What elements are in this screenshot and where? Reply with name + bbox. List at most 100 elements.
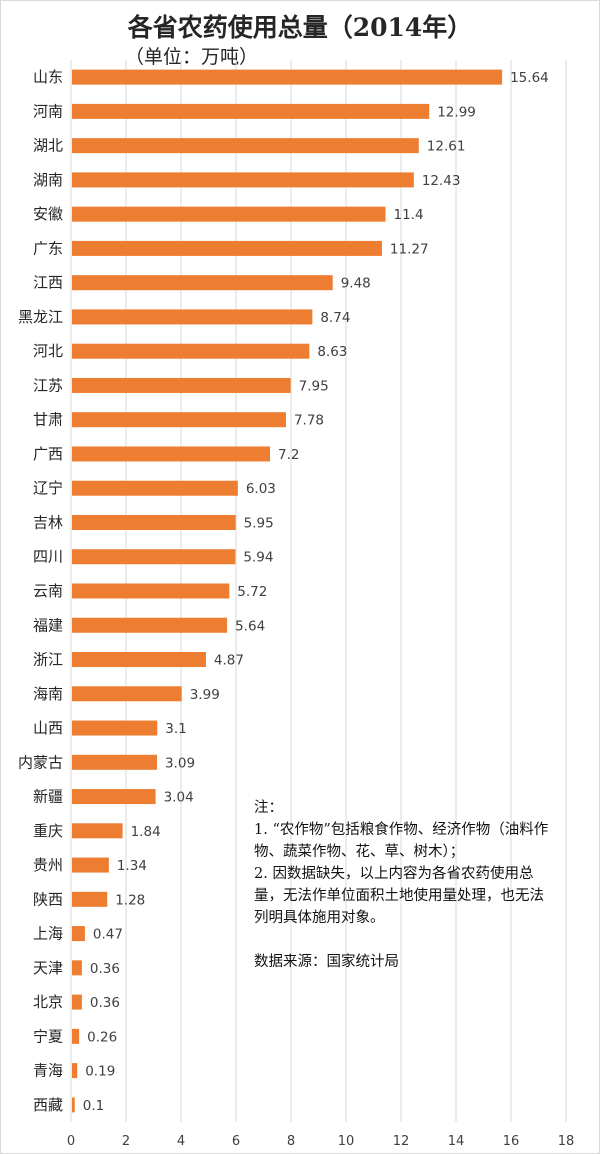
- value-label: 0.36: [90, 961, 120, 977]
- bar: [72, 549, 236, 565]
- value-label: 4.87: [214, 653, 244, 669]
- category-label: 河南: [33, 102, 63, 120]
- chart-title: 各省农药使用总量（2014年）: [127, 13, 473, 42]
- value-label: 0.26: [87, 1029, 117, 1045]
- value-label: 0.47: [93, 927, 123, 943]
- category-label: 河北: [33, 342, 63, 360]
- notes-line-1: 1. “农作物”包括粮食作物、经济作物（油料作物、蔬菜作物、花、草、树木）；: [254, 822, 549, 860]
- value-label: 12.99: [437, 104, 476, 120]
- value-label: 15.64: [510, 70, 549, 86]
- value-label: 3.99: [190, 687, 220, 703]
- bar: [72, 823, 123, 839]
- category-label: 重庆: [33, 822, 63, 840]
- category-label: 陕西: [33, 890, 63, 908]
- category-label: 山东: [33, 68, 63, 86]
- category-label: 广西: [33, 445, 63, 463]
- bar: [72, 69, 503, 85]
- category-label: 黑龙江: [18, 308, 63, 326]
- bar: [72, 240, 382, 256]
- category-label: 湖南: [33, 171, 63, 189]
- x-tick-label: 18: [558, 1134, 575, 1149]
- category-label: 广东: [33, 239, 63, 257]
- value-label: 8.74: [320, 310, 350, 326]
- category-label: 浙江: [33, 651, 63, 669]
- bar: [72, 309, 313, 325]
- value-label: 3.04: [164, 790, 194, 806]
- category-label: 天津: [33, 959, 63, 977]
- category-label: 四川: [33, 548, 63, 566]
- category-label: 江西: [33, 274, 63, 292]
- bar: [72, 994, 82, 1010]
- value-label: 9.48: [341, 276, 371, 292]
- category-label: 海南: [33, 685, 63, 703]
- value-label: 7.95: [299, 378, 329, 394]
- category-label: 山西: [33, 719, 63, 737]
- x-tick-label: 14: [448, 1134, 465, 1149]
- bar: [72, 1097, 75, 1113]
- category-label: 新疆: [33, 788, 63, 806]
- bar: [72, 857, 109, 873]
- chart-unit: （单位：万吨）: [125, 46, 259, 68]
- x-tick-label: 16: [503, 1134, 520, 1149]
- chart-notes: 注： 1. “农作物”包括粮食作物、经济作物（油料作物、蔬菜作物、花、草、树木）…: [254, 797, 554, 973]
- x-tick-label: 4: [177, 1134, 185, 1149]
- category-label: 福建: [33, 616, 63, 634]
- x-tick-label: 6: [232, 1134, 240, 1149]
- value-label: 8.63: [317, 344, 347, 360]
- value-label: 3.1: [165, 721, 186, 737]
- bar: [72, 1028, 80, 1044]
- bar: [72, 891, 108, 907]
- value-label: 1.34: [117, 858, 147, 874]
- bar: [72, 720, 158, 736]
- bar: [72, 138, 419, 154]
- value-label: 11.27: [390, 241, 429, 257]
- value-label: 0.19: [85, 1064, 115, 1080]
- bar: [72, 652, 206, 668]
- value-label: 0.36: [90, 995, 120, 1011]
- value-label: 5.94: [243, 550, 273, 566]
- value-label: 12.43: [422, 173, 461, 189]
- category-label: 吉林: [33, 513, 63, 531]
- value-label: 5.95: [244, 515, 274, 531]
- bar: [72, 1063, 78, 1079]
- value-label: 7.78: [294, 413, 324, 429]
- x-tick-label: 8: [287, 1134, 295, 1149]
- x-tick-label: 12: [393, 1134, 410, 1149]
- bar: [72, 686, 182, 702]
- category-label: 云南: [33, 582, 63, 600]
- value-label: 0.1: [83, 1098, 104, 1114]
- bar: [72, 275, 333, 291]
- x-tick-label: 10: [338, 1134, 355, 1149]
- bar: [72, 103, 430, 119]
- bar: [72, 446, 270, 462]
- category-label: 青海: [33, 1062, 63, 1080]
- category-label: 西藏: [33, 1096, 63, 1114]
- value-label: 5.64: [235, 618, 265, 634]
- bar: [72, 514, 236, 530]
- category-label: 上海: [33, 925, 63, 943]
- category-label: 甘肃: [33, 411, 63, 429]
- bar: [72, 343, 310, 359]
- notes-line-2: 2. 因数据缺失，以上内容为各省农药使用总量，无法作单位面积土地使用量处理，也无…: [254, 866, 544, 926]
- value-label: 5.72: [237, 584, 267, 600]
- value-label: 11.4: [394, 207, 424, 223]
- category-label: 内蒙古: [18, 753, 63, 771]
- x-tick-label: 0: [67, 1134, 75, 1149]
- bar: [72, 617, 228, 633]
- bar: [72, 789, 156, 805]
- bar: [72, 480, 238, 496]
- category-label: 湖北: [33, 137, 63, 155]
- value-label: 1.84: [131, 824, 161, 840]
- category-label: 辽宁: [33, 479, 63, 497]
- notes-source: 数据来源：国家统计局: [254, 954, 399, 970]
- notes-heading: 注：: [254, 800, 283, 816]
- x-tick-label: 2: [122, 1134, 130, 1149]
- bar: [72, 926, 85, 942]
- value-label: 1.28: [115, 892, 145, 908]
- value-label: 6.03: [246, 481, 276, 497]
- category-label: 宁夏: [33, 1027, 63, 1045]
- bar: [72, 960, 82, 976]
- bar: [72, 172, 414, 188]
- bar: [72, 206, 386, 222]
